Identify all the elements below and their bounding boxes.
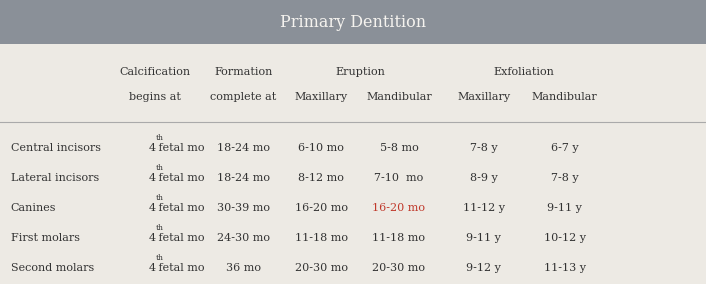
Text: 9-11 y: 9-11 y xyxy=(466,233,501,243)
Text: Primary Dentition: Primary Dentition xyxy=(280,14,426,30)
Text: 11-12 y: 11-12 y xyxy=(462,203,505,213)
Text: 11-18 mo: 11-18 mo xyxy=(372,233,426,243)
Text: 36 mo: 36 mo xyxy=(226,263,261,273)
Text: Canines: Canines xyxy=(11,203,56,213)
Text: 24-30 mo: 24-30 mo xyxy=(217,233,270,243)
Text: 7-10  mo: 7-10 mo xyxy=(374,174,424,183)
Text: 5-8 mo: 5-8 mo xyxy=(380,143,418,153)
Text: Maxillary: Maxillary xyxy=(294,92,348,102)
Text: th: th xyxy=(155,194,163,202)
Text: begins at: begins at xyxy=(129,92,181,102)
Text: Maxillary: Maxillary xyxy=(457,92,510,102)
Text: 9-11 y: 9-11 y xyxy=(547,203,582,213)
Text: 4: 4 xyxy=(148,233,155,243)
Text: th: th xyxy=(155,164,163,172)
Text: 7-8 y: 7-8 y xyxy=(551,174,579,183)
Text: 6-10 mo: 6-10 mo xyxy=(299,143,344,153)
Text: fetal mo: fetal mo xyxy=(155,233,205,243)
Text: 9-12 y: 9-12 y xyxy=(466,263,501,273)
Text: Second molars: Second molars xyxy=(11,263,94,273)
Text: First molars: First molars xyxy=(11,233,80,243)
Text: 4: 4 xyxy=(148,174,155,183)
Text: fetal mo: fetal mo xyxy=(155,263,205,273)
Text: Eruption: Eruption xyxy=(335,67,385,77)
Text: Lateral incisors: Lateral incisors xyxy=(11,174,99,183)
Text: 11-18 mo: 11-18 mo xyxy=(294,233,348,243)
Text: 20-30 mo: 20-30 mo xyxy=(372,263,426,273)
Text: Formation: Formation xyxy=(215,67,273,77)
Text: Mandibular: Mandibular xyxy=(366,92,432,102)
Text: Exfoliation: Exfoliation xyxy=(493,67,555,77)
Text: 4: 4 xyxy=(148,143,155,153)
Text: 4: 4 xyxy=(148,203,155,213)
Text: 16-20 mo: 16-20 mo xyxy=(294,203,348,213)
Text: fetal mo: fetal mo xyxy=(155,143,205,153)
Text: 7-8 y: 7-8 y xyxy=(469,143,498,153)
Text: 6-7 y: 6-7 y xyxy=(551,143,579,153)
Text: th: th xyxy=(155,133,163,142)
Text: 11-13 y: 11-13 y xyxy=(544,263,586,273)
Text: Central incisors: Central incisors xyxy=(11,143,100,153)
Text: 30-39 mo: 30-39 mo xyxy=(217,203,270,213)
Text: Calcification: Calcification xyxy=(120,67,191,77)
Text: fetal mo: fetal mo xyxy=(155,174,205,183)
Text: 4: 4 xyxy=(148,263,155,273)
Text: 8-12 mo: 8-12 mo xyxy=(299,174,344,183)
Text: 16-20 mo: 16-20 mo xyxy=(372,203,426,213)
Text: th: th xyxy=(155,224,163,232)
Text: 8-9 y: 8-9 y xyxy=(469,174,498,183)
Text: 18-24 mo: 18-24 mo xyxy=(217,143,270,153)
Text: 20-30 mo: 20-30 mo xyxy=(294,263,348,273)
Text: 10-12 y: 10-12 y xyxy=(544,233,586,243)
Text: 18-24 mo: 18-24 mo xyxy=(217,174,270,183)
Text: complete at: complete at xyxy=(210,92,277,102)
Text: Mandibular: Mandibular xyxy=(532,92,598,102)
Text: th: th xyxy=(155,254,163,262)
Text: fetal mo: fetal mo xyxy=(155,203,205,213)
